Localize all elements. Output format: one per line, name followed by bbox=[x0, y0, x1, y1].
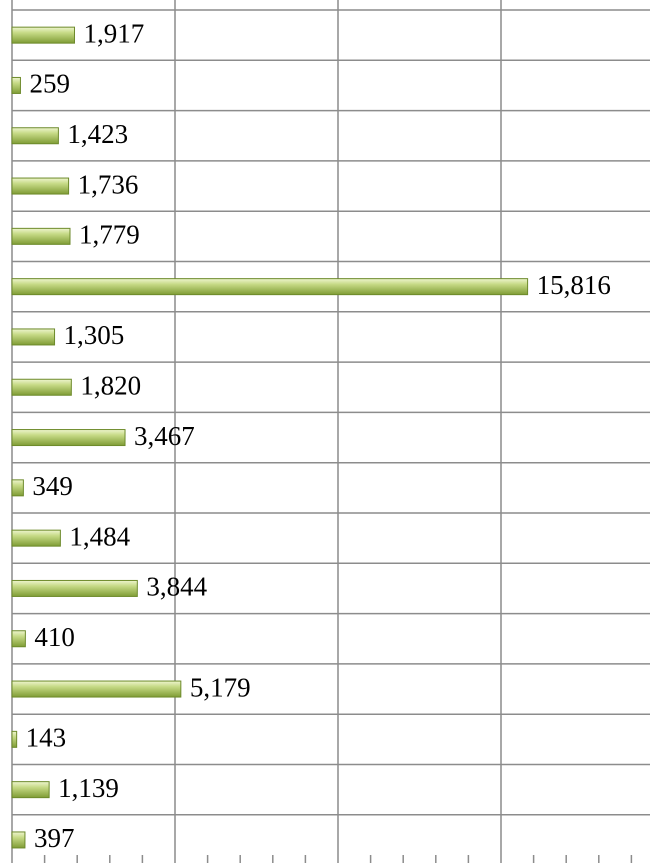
marks: 1,917 259 1,423 1,736 1,779 15,816 1,305 1,820 3… bbox=[11, 18, 611, 853]
value-label: 410 bbox=[34, 622, 74, 652]
bar bbox=[11, 529, 61, 547]
bar bbox=[11, 730, 18, 748]
value-label: 397 bbox=[34, 823, 75, 853]
bar bbox=[11, 680, 182, 698]
bar bbox=[11, 831, 26, 849]
value-label: 15,816 bbox=[537, 270, 611, 300]
bar bbox=[11, 127, 59, 145]
bar bbox=[11, 177, 70, 195]
value-label: 143 bbox=[26, 723, 67, 753]
bar bbox=[11, 579, 138, 597]
bar bbox=[11, 328, 56, 346]
value-label: 1,423 bbox=[67, 119, 128, 149]
value-label: 349 bbox=[32, 471, 72, 501]
value-label: 1,779 bbox=[79, 220, 140, 250]
bar bbox=[11, 630, 26, 648]
bar bbox=[11, 76, 21, 94]
bar bbox=[11, 227, 71, 245]
value-label: 5,179 bbox=[190, 672, 251, 702]
bar bbox=[11, 378, 72, 396]
value-label: 1,139 bbox=[58, 773, 119, 803]
bar bbox=[11, 429, 126, 447]
value-label: 259 bbox=[29, 69, 70, 99]
bar bbox=[11, 26, 75, 44]
value-label: 1,484 bbox=[69, 521, 130, 551]
value-label: 3,844 bbox=[146, 572, 207, 602]
value-label: 3,467 bbox=[134, 421, 195, 451]
bar bbox=[11, 781, 50, 799]
value-label: 1,917 bbox=[83, 18, 144, 48]
value-label: 1,736 bbox=[78, 169, 139, 199]
value-label: 1,820 bbox=[80, 370, 141, 400]
value-label: 1,305 bbox=[64, 320, 125, 350]
bar bbox=[11, 278, 529, 296]
bar bbox=[11, 479, 24, 497]
